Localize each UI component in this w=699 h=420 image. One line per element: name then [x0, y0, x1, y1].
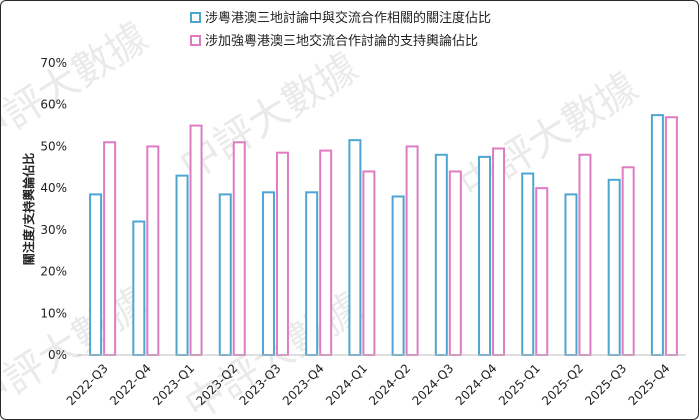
bar-2024-Q4-series-1 [478, 155, 492, 356]
bar-2023-Q2-series-1 [218, 193, 232, 356]
y-tick-label: 40% [40, 181, 67, 195]
bar-2024-Q1-series-1 [348, 139, 362, 356]
y-tick-label: 30% [40, 223, 67, 237]
x-tick-label: 2024-Q2 [366, 361, 413, 408]
legend-swatch-series-1 [190, 12, 201, 23]
bar-2025-Q2-series-2 [578, 153, 592, 356]
bar-2023-Q1-series-2 [189, 124, 203, 356]
y-tick-label: 50% [40, 139, 67, 153]
bar-2023-Q2-series-2 [232, 141, 246, 356]
bar-2024-Q4-series-2 [492, 147, 506, 356]
x-tick-label: 2024-Q3 [409, 361, 456, 408]
bar-2024-Q2-series-2 [405, 145, 419, 356]
legend-label-series-1: 涉粵港澳三地討論中與交流合作相關的關注度佔比 [205, 10, 491, 26]
watermark-text: 中評大數據 [1, 14, 156, 159]
bar-2022-Q3-series-2 [103, 141, 117, 356]
bar-2023-Q4-series-2 [319, 149, 333, 356]
bar-2023-Q3-series-1 [261, 191, 275, 356]
x-tick-label: 2022-Q4 [107, 361, 154, 408]
bar-2024-Q1-series-2 [362, 170, 376, 356]
bar-2025-Q1-series-2 [535, 187, 549, 356]
x-tick-label: 2025-Q2 [539, 361, 586, 408]
bar-2022-Q4-series-2 [146, 145, 160, 356]
y-tick-label: 0% [48, 348, 67, 362]
bar-2025-Q1-series-1 [521, 172, 535, 356]
legend-label-series-2: 涉加強粵港澳三地交流合作討論的支持輿論佔比 [205, 33, 478, 49]
bar-2025-Q4-series-2 [664, 116, 678, 356]
y-tick-label: 10% [40, 306, 67, 320]
legend-swatch-series-2 [190, 35, 201, 46]
y-tick-label: 20% [40, 265, 67, 279]
bar-2023-Q4-series-1 [305, 191, 319, 356]
x-axis-ticks: 2022-Q32022-Q42023-Q12023-Q22023-Q32023-… [64, 361, 673, 408]
bar-2025-Q3-series-2 [621, 166, 635, 356]
bar-2025-Q2-series-1 [564, 193, 578, 356]
x-tick-label: 2025-Q1 [496, 361, 543, 408]
bar-2024-Q2-series-1 [391, 195, 405, 356]
y-tick-label: 70% [40, 56, 67, 70]
bar-2025-Q4-series-1 [650, 114, 664, 357]
y-axis-ticks: 0% 10% 20% 30% 40% 50% 60% 70% [40, 56, 67, 362]
bar-2025-Q3-series-1 [607, 178, 621, 356]
x-tick-label: 2024-Q4 [453, 361, 500, 408]
x-tick-label: 2024-Q1 [323, 361, 370, 408]
x-tick-label: 2025-Q4 [626, 361, 673, 408]
x-tick-label: 2025-Q3 [582, 361, 629, 408]
bar-2022-Q3-series-1 [89, 193, 103, 356]
bar-2023-Q3-series-2 [275, 151, 289, 356]
bar-2023-Q1-series-1 [175, 174, 189, 356]
y-axis-label: 關注度/支持輿論佔比 [21, 153, 36, 265]
bar-2024-Q3-series-1 [434, 153, 448, 356]
bar-2022-Q4-series-1 [132, 220, 146, 356]
y-tick-label: 60% [40, 98, 67, 112]
legend: 涉粵港澳三地討論中與交流合作相關的關注度佔比 涉加強粵港澳三地交流合作討論的支持… [190, 10, 491, 49]
bar-2024-Q3-series-2 [448, 170, 462, 356]
bars [89, 114, 678, 357]
